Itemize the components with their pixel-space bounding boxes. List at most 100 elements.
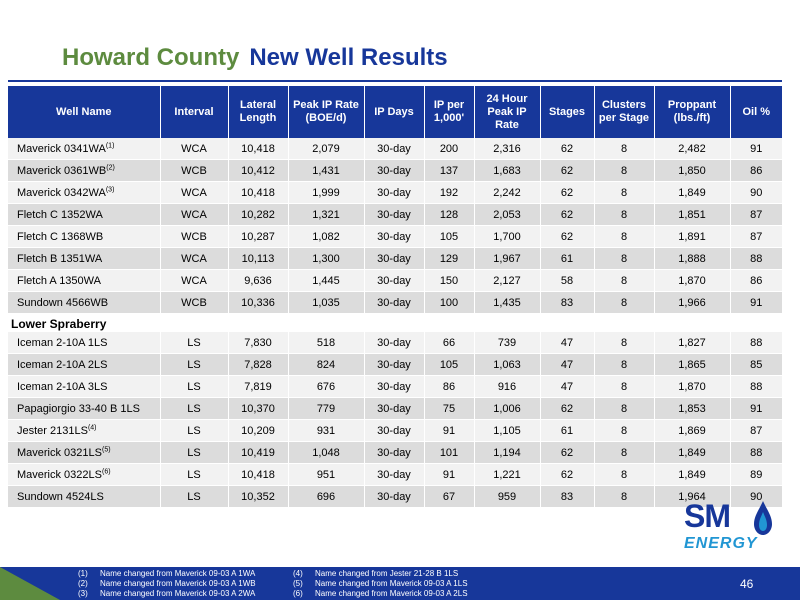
footnote-number: (3) bbox=[78, 589, 88, 598]
cell-interval: WCB bbox=[160, 291, 229, 314]
cell-peak: 931 bbox=[288, 419, 365, 442]
cell-lateral: 10,418 bbox=[228, 463, 289, 486]
cell-proppant: 1,849 bbox=[654, 463, 731, 486]
well-name-cell: Fletch C 1368WB bbox=[8, 225, 161, 248]
well-name: Maverick 0342WA bbox=[17, 186, 106, 199]
table-row: Sundown 4524LS LS 10,352 696 30-day 67 959 83 8 1… bbox=[8, 485, 782, 508]
cell-stages: 62 bbox=[540, 203, 595, 226]
cell-h24: 1,006 bbox=[474, 397, 541, 420]
cell-clusters: 8 bbox=[594, 353, 655, 376]
footnote-number: (4) bbox=[293, 569, 303, 578]
cell-days: 30-day bbox=[364, 441, 425, 464]
sm-energy-logo: SM ENERGY bbox=[684, 498, 784, 556]
cell-stages: 62 bbox=[540, 463, 595, 486]
cell-interval: WCA bbox=[160, 138, 229, 160]
well-name-cell: Papagiorgio 33-40 B 1LS bbox=[8, 397, 161, 420]
cell-peak: 1,082 bbox=[288, 225, 365, 248]
cell-oil: 87 bbox=[730, 203, 782, 226]
cell-days: 30-day bbox=[364, 353, 425, 376]
cell-h24: 2,127 bbox=[474, 269, 541, 292]
cell-peak: 1,999 bbox=[288, 181, 365, 204]
column-header: Lateral Length bbox=[228, 86, 289, 138]
cell-proppant: 1,966 bbox=[654, 291, 731, 314]
column-header: IP Days bbox=[364, 86, 425, 138]
footnotes: (1) Name changed from Maverick 09-03 A 1W… bbox=[78, 569, 468, 599]
cell-days: 30-day bbox=[364, 203, 425, 226]
table-row: Fletch A 1350WA WCA 9,636 1,445 30-day 150 2,1… bbox=[8, 269, 782, 292]
well-name: Iceman 2-10A 1LS bbox=[17, 336, 108, 349]
section-label: Lower Spraberry bbox=[8, 313, 782, 332]
well-name-cell: Maverick 0361WB(2) bbox=[8, 159, 161, 182]
table-header-row: Well Name Interval Lateral Length Peak IP R… bbox=[8, 86, 782, 138]
footnote-number: (1) bbox=[78, 569, 88, 578]
cell-oil: 87 bbox=[730, 419, 782, 442]
well-name: Fletch C 1352WA bbox=[17, 208, 103, 221]
footnote-text: Name changed from Maverick 09-03 A 1WA bbox=[100, 569, 256, 578]
well-name-cell: Maverick 0321LS(5) bbox=[8, 441, 161, 464]
table-row: Maverick 0341WA(1) WCA 10,418 2,079 30-day 20… bbox=[8, 138, 782, 160]
well-name: Papagiorgio 33-40 B 1LS bbox=[17, 402, 140, 415]
cell-peak: 676 bbox=[288, 375, 365, 398]
cell-ipk: 75 bbox=[424, 397, 475, 420]
cell-days: 30-day bbox=[364, 225, 425, 248]
cell-lateral: 10,113 bbox=[228, 247, 289, 270]
cell-stages: 62 bbox=[540, 441, 595, 464]
cell-oil: 88 bbox=[730, 331, 782, 354]
well-name-cell: Maverick 0322LS(6) bbox=[8, 463, 161, 486]
cell-h24: 1,105 bbox=[474, 419, 541, 442]
cell-ipk: 105 bbox=[424, 353, 475, 376]
cell-ipk: 137 bbox=[424, 159, 475, 182]
well-name: Jester 2131LS bbox=[17, 424, 88, 437]
column-header: IP per 1,000' bbox=[424, 86, 475, 138]
well-name: Fletch C 1368WB bbox=[17, 230, 104, 243]
cell-oil: 90 bbox=[730, 181, 782, 204]
cell-stages: 62 bbox=[540, 159, 595, 182]
column-header: Oil % bbox=[730, 86, 782, 138]
cell-ipk: 128 bbox=[424, 203, 475, 226]
cell-days: 30-day bbox=[364, 291, 425, 314]
well-name: Maverick 0361WB bbox=[17, 164, 107, 177]
well-name-cell: Maverick 0341WA(1) bbox=[8, 138, 161, 160]
cell-oil: 91 bbox=[730, 291, 782, 314]
footnote-ref: (2) bbox=[106, 163, 115, 171]
well-name-cell: Maverick 0342WA(3) bbox=[8, 181, 161, 204]
page-number: 46 bbox=[740, 577, 754, 591]
cell-lateral: 10,370 bbox=[228, 397, 289, 420]
cell-stages: 47 bbox=[540, 375, 595, 398]
cell-days: 30-day bbox=[364, 331, 425, 354]
cell-lateral: 10,282 bbox=[228, 203, 289, 226]
cell-lateral: 7,828 bbox=[228, 353, 289, 376]
cell-proppant: 1,869 bbox=[654, 419, 731, 442]
logo-energy-text: ENERGY bbox=[684, 535, 758, 552]
cell-days: 30-day bbox=[364, 181, 425, 204]
table-row: Jester 2131LS(4) LS 10,209 931 30-day 91 1,105… bbox=[8, 419, 782, 442]
title-rule bbox=[8, 80, 782, 82]
cell-clusters: 8 bbox=[594, 463, 655, 486]
well-name-cell: Sundown 4524LS bbox=[8, 485, 161, 508]
column-header: Interval bbox=[160, 86, 229, 138]
table-row: Iceman 2-10A 1LS LS 7,830 518 30-day 66 739 47 8… bbox=[8, 331, 782, 354]
cell-days: 30-day bbox=[364, 397, 425, 420]
cell-oil: 86 bbox=[730, 159, 782, 182]
cell-lateral: 9,636 bbox=[228, 269, 289, 292]
cell-proppant: 1,851 bbox=[654, 203, 731, 226]
cell-proppant: 1,888 bbox=[654, 247, 731, 270]
cell-stages: 62 bbox=[540, 138, 595, 160]
footnote-row: (3) Name changed from Maverick 09-03 A 2W… bbox=[78, 589, 468, 599]
footnote-row: (2) Name changed from Maverick 09-03 A 1W… bbox=[78, 579, 468, 589]
cell-lateral: 7,819 bbox=[228, 375, 289, 398]
cell-days: 30-day bbox=[364, 463, 425, 486]
well-name: Iceman 2-10A 3LS bbox=[17, 380, 108, 393]
cell-peak: 696 bbox=[288, 485, 365, 508]
cell-h24: 2,053 bbox=[474, 203, 541, 226]
cell-interval: WCB bbox=[160, 225, 229, 248]
cell-days: 30-day bbox=[364, 159, 425, 182]
table-row: Maverick 0361WB(2) WCB 10,412 1,431 30-day 13… bbox=[8, 159, 782, 182]
well-name-cell: Fletch B 1351WA bbox=[8, 247, 161, 270]
cell-lateral: 10,336 bbox=[228, 291, 289, 314]
cell-h24: 2,316 bbox=[474, 138, 541, 160]
table-row: Iceman 2-10A 3LS LS 7,819 676 30-day 86 916 47 8… bbox=[8, 375, 782, 398]
footnote-ref: (6) bbox=[102, 467, 111, 475]
well-name: Maverick 0322LS bbox=[17, 468, 102, 481]
cell-proppant: 1,849 bbox=[654, 181, 731, 204]
